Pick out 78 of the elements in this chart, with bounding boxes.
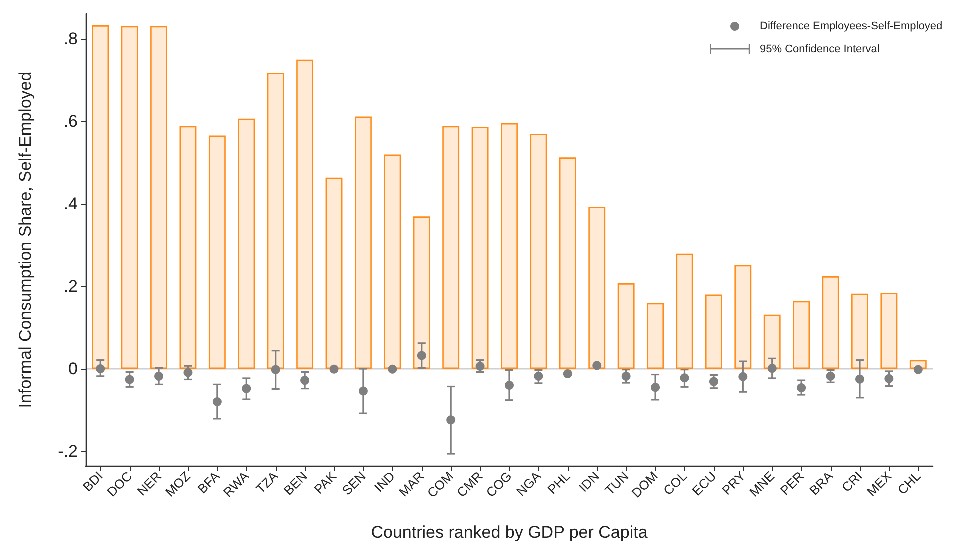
bar [501, 123, 518, 369]
y-tick-label: .4 [64, 194, 78, 214]
point [563, 369, 572, 378]
bar [734, 265, 752, 369]
point [680, 374, 690, 383]
point [330, 364, 339, 374]
x-tick-label: BRA [806, 468, 836, 498]
bar [296, 60, 314, 369]
point [184, 368, 193, 378]
bar [413, 216, 430, 369]
point [417, 351, 426, 360]
point [884, 374, 894, 384]
bar [588, 207, 606, 369]
bar [121, 26, 138, 369]
point [826, 372, 836, 381]
x-tick-label: CRI [838, 468, 866, 496]
point [358, 386, 368, 396]
bar [618, 284, 635, 369]
y-tick-label: -.2 [58, 442, 78, 462]
point [212, 398, 222, 407]
x-tick-label: COL [660, 468, 690, 498]
point [446, 416, 456, 425]
bar [180, 126, 197, 369]
x-tick-label: PHL [544, 468, 574, 498]
point [476, 362, 485, 372]
bar [852, 294, 868, 369]
x-tick-label: BDI [80, 468, 106, 495]
bar [822, 276, 840, 369]
y-tick-label: 0 [68, 359, 78, 378]
point [125, 375, 134, 384]
y-tick-label: .6 [64, 112, 78, 131]
bar [384, 154, 402, 369]
x-tick-label: IDN [576, 468, 602, 496]
point [300, 376, 310, 386]
bar [676, 254, 694, 369]
point [738, 372, 748, 382]
annotation: 95% Confidence Interval [760, 44, 880, 56]
point [914, 365, 923, 374]
point [242, 384, 252, 394]
point [271, 365, 280, 374]
bar [472, 127, 489, 369]
point [96, 364, 106, 374]
bar [880, 293, 898, 369]
bar [793, 301, 810, 369]
bar [354, 116, 372, 369]
point [622, 372, 631, 381]
bar [326, 178, 343, 369]
point [154, 372, 164, 381]
x-tick-label: TZA [253, 468, 282, 497]
bar [559, 158, 576, 369]
point [768, 364, 777, 374]
point [592, 361, 602, 370]
x-tick-label: BFA [194, 468, 223, 497]
x-axis-title: Countries ranked by GDP per Capita [371, 523, 648, 542]
x-tick-label: IND [372, 468, 398, 496]
bar [150, 26, 168, 369]
point [388, 364, 398, 374]
y-tick-label: .8 [64, 29, 78, 48]
x-tick-label: TUN [602, 468, 632, 498]
y-axis-title: Informal Consumption Share, Self-Employed [16, 72, 35, 408]
bar [208, 136, 226, 369]
bar [647, 303, 664, 369]
bar [238, 118, 256, 369]
point [651, 383, 660, 392]
point [855, 374, 864, 384]
point [797, 383, 806, 392]
x-tick-label: CHL [894, 468, 924, 498]
point [505, 381, 514, 390]
bar [442, 126, 460, 369]
bar [92, 26, 110, 369]
bar [705, 294, 722, 369]
point [534, 372, 544, 381]
point [709, 377, 718, 386]
bar [530, 134, 548, 369]
bar [764, 314, 781, 369]
y-tick-label: .2 [64, 276, 78, 296]
bar [267, 73, 284, 369]
legend-label: Difference Employees-Self-Employed [760, 20, 943, 32]
